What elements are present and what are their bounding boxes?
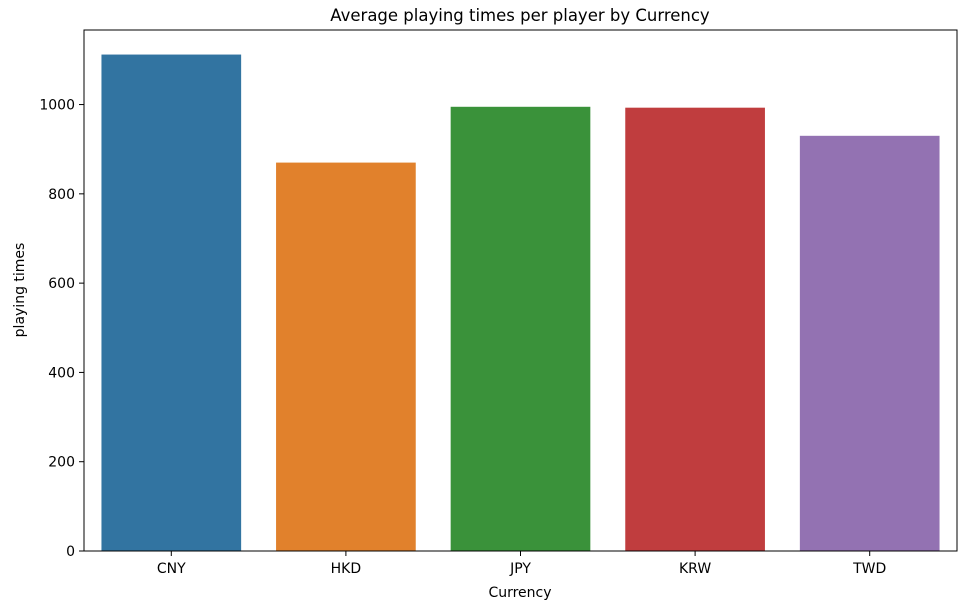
chart-title: Average playing times per player by Curr… (330, 6, 710, 25)
plot-area: CNY HKD JPY KRW TWD 0 200 400 600 800 1000 (39, 54, 940, 577)
plot-frame (83, 29, 958, 552)
y-axis-label: playing times (12, 243, 28, 338)
y-tick-label-600: 600 (48, 276, 75, 292)
x-tick-label-twd: TWD (852, 561, 886, 577)
bar-twd (799, 135, 940, 552)
y-tick-label-400: 400 (48, 365, 75, 381)
x-tick-label-hkd: HKD (331, 561, 362, 577)
x-tick-label-cny: CNY (157, 561, 186, 577)
x-axis-label: Currency (488, 585, 551, 601)
y-tick-label-0: 0 (66, 544, 75, 560)
y-tick-label-800: 800 (48, 187, 75, 203)
x-tick-label-krw: KRW (679, 561, 711, 577)
bar-cny (101, 54, 242, 551)
y-tick-label-200: 200 (48, 455, 75, 471)
bar-jpy (450, 106, 591, 552)
y-tick-label-1000: 1000 (39, 98, 75, 114)
bar-krw (625, 107, 765, 551)
bar-hkd (276, 162, 416, 552)
x-tick-label-jpy: JPY (509, 561, 531, 577)
